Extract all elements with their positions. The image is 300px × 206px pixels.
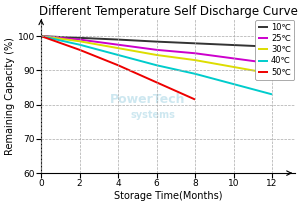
Y-axis label: Remaining Capacity (%): Remaining Capacity (%): [5, 37, 15, 155]
30℃: [270, 73, 274, 75]
10℃: [155, 40, 158, 43]
25℃: [155, 49, 158, 51]
30℃: [155, 54, 158, 56]
25℃: [232, 57, 236, 60]
40℃: [78, 43, 81, 46]
30℃: [116, 47, 120, 49]
40℃: [270, 93, 274, 96]
30℃: [39, 35, 43, 37]
Title: Different Temperature Self Discharge Curve: Different Temperature Self Discharge Cur…: [39, 5, 298, 18]
Text: PowerTech: PowerTech: [110, 93, 186, 106]
X-axis label: Storage Time(Months): Storage Time(Months): [114, 191, 222, 201]
30℃: [193, 59, 197, 61]
30℃: [232, 66, 236, 68]
Line: 30℃: 30℃: [41, 36, 272, 74]
25℃: [39, 35, 43, 37]
25℃: [116, 43, 120, 46]
40℃: [155, 64, 158, 67]
40℃: [232, 83, 236, 85]
Line: 25℃: 25℃: [41, 36, 272, 63]
50℃: [78, 49, 81, 51]
10℃: [232, 44, 236, 46]
25℃: [270, 62, 274, 65]
50℃: [155, 81, 158, 84]
10℃: [39, 35, 43, 37]
Legend: 10℃, 25℃, 30℃, 40℃, 50℃: 10℃, 25℃, 30℃, 40℃, 50℃: [255, 20, 294, 80]
Line: 10℃: 10℃: [41, 36, 272, 47]
50℃: [39, 35, 43, 37]
40℃: [39, 35, 43, 37]
Line: 50℃: 50℃: [41, 36, 195, 99]
50℃: [193, 98, 197, 101]
30℃: [78, 40, 81, 42]
Line: 40℃: 40℃: [41, 36, 272, 94]
40℃: [116, 54, 120, 56]
50℃: [116, 64, 120, 67]
25℃: [78, 38, 81, 41]
Text: systems: systems: [130, 110, 175, 119]
10℃: [116, 38, 120, 41]
25℃: [193, 52, 197, 55]
10℃: [78, 37, 81, 39]
10℃: [193, 42, 197, 44]
40℃: [193, 73, 197, 75]
10℃: [270, 46, 274, 48]
